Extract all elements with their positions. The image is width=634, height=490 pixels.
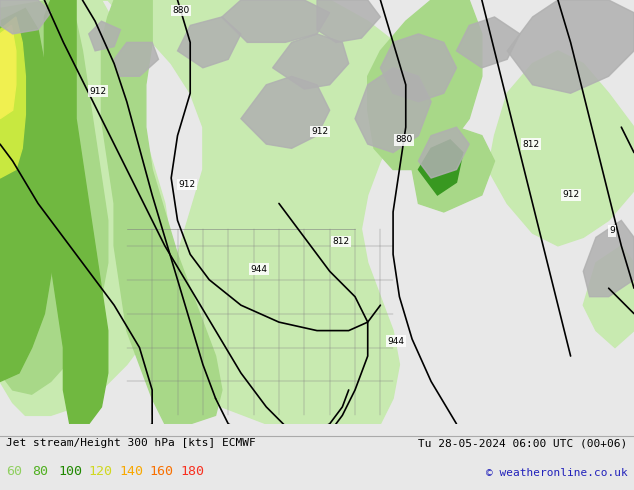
Text: 60: 60	[6, 465, 22, 478]
Polygon shape	[0, 0, 634, 424]
Polygon shape	[488, 51, 634, 246]
Polygon shape	[0, 0, 171, 416]
Text: Tu 28-05-2024 06:00 UTC (00+06): Tu 28-05-2024 06:00 UTC (00+06)	[418, 439, 628, 448]
Polygon shape	[368, 0, 482, 170]
Polygon shape	[507, 0, 634, 93]
Text: 880: 880	[395, 135, 413, 145]
Polygon shape	[456, 17, 520, 68]
Polygon shape	[0, 8, 57, 381]
Text: 120: 120	[89, 465, 113, 478]
Polygon shape	[418, 140, 463, 195]
Text: 944: 944	[388, 337, 404, 346]
Polygon shape	[95, 0, 418, 424]
Text: 912: 912	[311, 127, 329, 136]
Text: 180: 180	[180, 465, 204, 478]
Text: 160: 160	[150, 465, 174, 478]
Polygon shape	[0, 0, 51, 34]
Polygon shape	[355, 68, 431, 152]
Text: 912: 912	[178, 180, 196, 189]
Text: 100: 100	[58, 465, 82, 478]
Polygon shape	[412, 127, 495, 212]
Polygon shape	[89, 21, 120, 51]
Polygon shape	[114, 43, 158, 76]
Text: 9: 9	[609, 226, 615, 236]
Text: 944: 944	[250, 265, 267, 273]
Text: 912: 912	[562, 191, 579, 199]
Polygon shape	[0, 17, 25, 178]
Polygon shape	[317, 0, 380, 43]
Polygon shape	[418, 127, 469, 178]
Polygon shape	[178, 17, 241, 68]
Text: 912: 912	[89, 87, 107, 96]
Polygon shape	[583, 246, 634, 347]
Polygon shape	[241, 76, 330, 148]
Polygon shape	[380, 34, 456, 102]
Text: 812: 812	[522, 140, 540, 148]
Polygon shape	[273, 34, 349, 89]
Text: 812: 812	[332, 237, 350, 246]
Text: 80: 80	[32, 465, 48, 478]
Polygon shape	[0, 0, 108, 394]
Text: © weatheronline.co.uk: © weatheronline.co.uk	[486, 468, 628, 478]
Text: 880: 880	[172, 6, 190, 15]
Polygon shape	[101, 0, 222, 424]
Text: Jet stream/Height 300 hPa [kts] ECMWF: Jet stream/Height 300 hPa [kts] ECMWF	[6, 439, 256, 448]
Polygon shape	[222, 0, 330, 43]
Polygon shape	[583, 220, 634, 297]
Text: 140: 140	[119, 465, 143, 478]
Polygon shape	[0, 25, 16, 119]
Polygon shape	[44, 0, 108, 424]
